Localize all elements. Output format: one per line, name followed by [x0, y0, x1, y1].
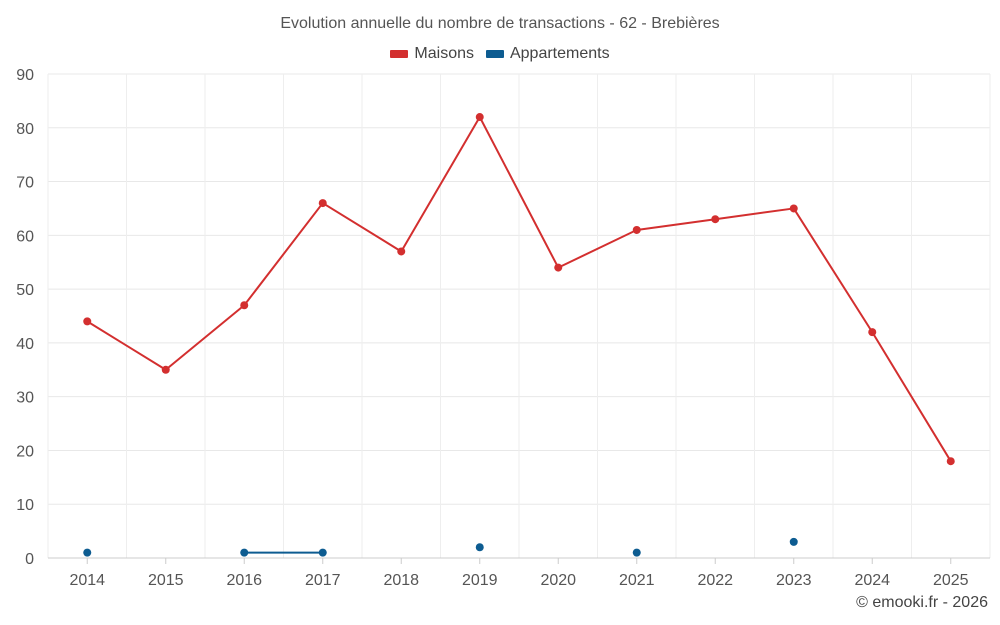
data-point-maisons: [711, 215, 720, 224]
y-tick-label: 20: [16, 443, 34, 460]
legend-swatch-maisons: [390, 50, 409, 58]
data-point-maisons: [554, 263, 563, 272]
x-tick-label: 2023: [776, 572, 812, 589]
series-line-maisons: [86, 116, 952, 462]
legend: Maisons Appartements: [0, 45, 1000, 63]
data-point-appartements: [83, 548, 92, 557]
legend-label-maisons: Maisons: [414, 45, 474, 62]
x-tick-label: 2021: [619, 572, 655, 589]
x-tick-label: 2018: [383, 572, 419, 589]
y-tick-label: 80: [16, 121, 34, 138]
y-tick-label: 30: [16, 390, 34, 407]
legend-label-appartements: Appartements: [509, 45, 610, 62]
legend-item-maisons[interactable]: Maisons: [390, 45, 474, 63]
x-tick-label: 2014: [69, 572, 105, 589]
data-point-appartements: [475, 543, 484, 552]
data-point-appartements: [632, 548, 641, 557]
data-point-maisons: [946, 457, 955, 466]
y-tick-label: 70: [16, 175, 34, 192]
data-point-maisons: [318, 199, 327, 208]
data-point-maisons: [475, 113, 484, 122]
data-point-appartements: [318, 548, 327, 557]
y-tick-label: 50: [16, 282, 34, 299]
y-tick-label: 60: [16, 228, 34, 245]
x-tick-label: 2016: [226, 572, 262, 589]
data-point-maisons: [789, 204, 798, 213]
data-point-maisons: [161, 365, 170, 374]
x-tick-label: 2022: [697, 572, 733, 589]
data-point-appartements: [789, 537, 798, 546]
credit-text: © emooki.fr - 2026: [856, 594, 988, 611]
y-tick-label: 10: [16, 497, 34, 514]
x-tick-label: 2015: [148, 572, 184, 589]
data-point-appartements: [240, 548, 249, 557]
x-tick-label: 2017: [305, 572, 341, 589]
x-tick-label: 2020: [540, 572, 576, 589]
x-tick-label: 2025: [933, 572, 969, 589]
data-point-maisons: [397, 247, 406, 256]
x-tick-label: 2024: [854, 572, 890, 589]
data-point-maisons: [632, 225, 641, 234]
legend-item-appartements[interactable]: Appartements: [485, 45, 610, 63]
y-tick-label: 40: [16, 336, 34, 353]
legend-swatch-appartements: [485, 50, 504, 58]
y-tick-label: 90: [16, 67, 34, 84]
data-point-maisons: [868, 328, 877, 337]
data-point-maisons: [83, 317, 92, 326]
y-tick-label: 0: [25, 551, 34, 568]
x-tick-label: 2019: [462, 572, 498, 589]
chart-title: Evolution annuelle du nombre de transact…: [280, 15, 720, 32]
data-point-maisons: [240, 301, 249, 310]
